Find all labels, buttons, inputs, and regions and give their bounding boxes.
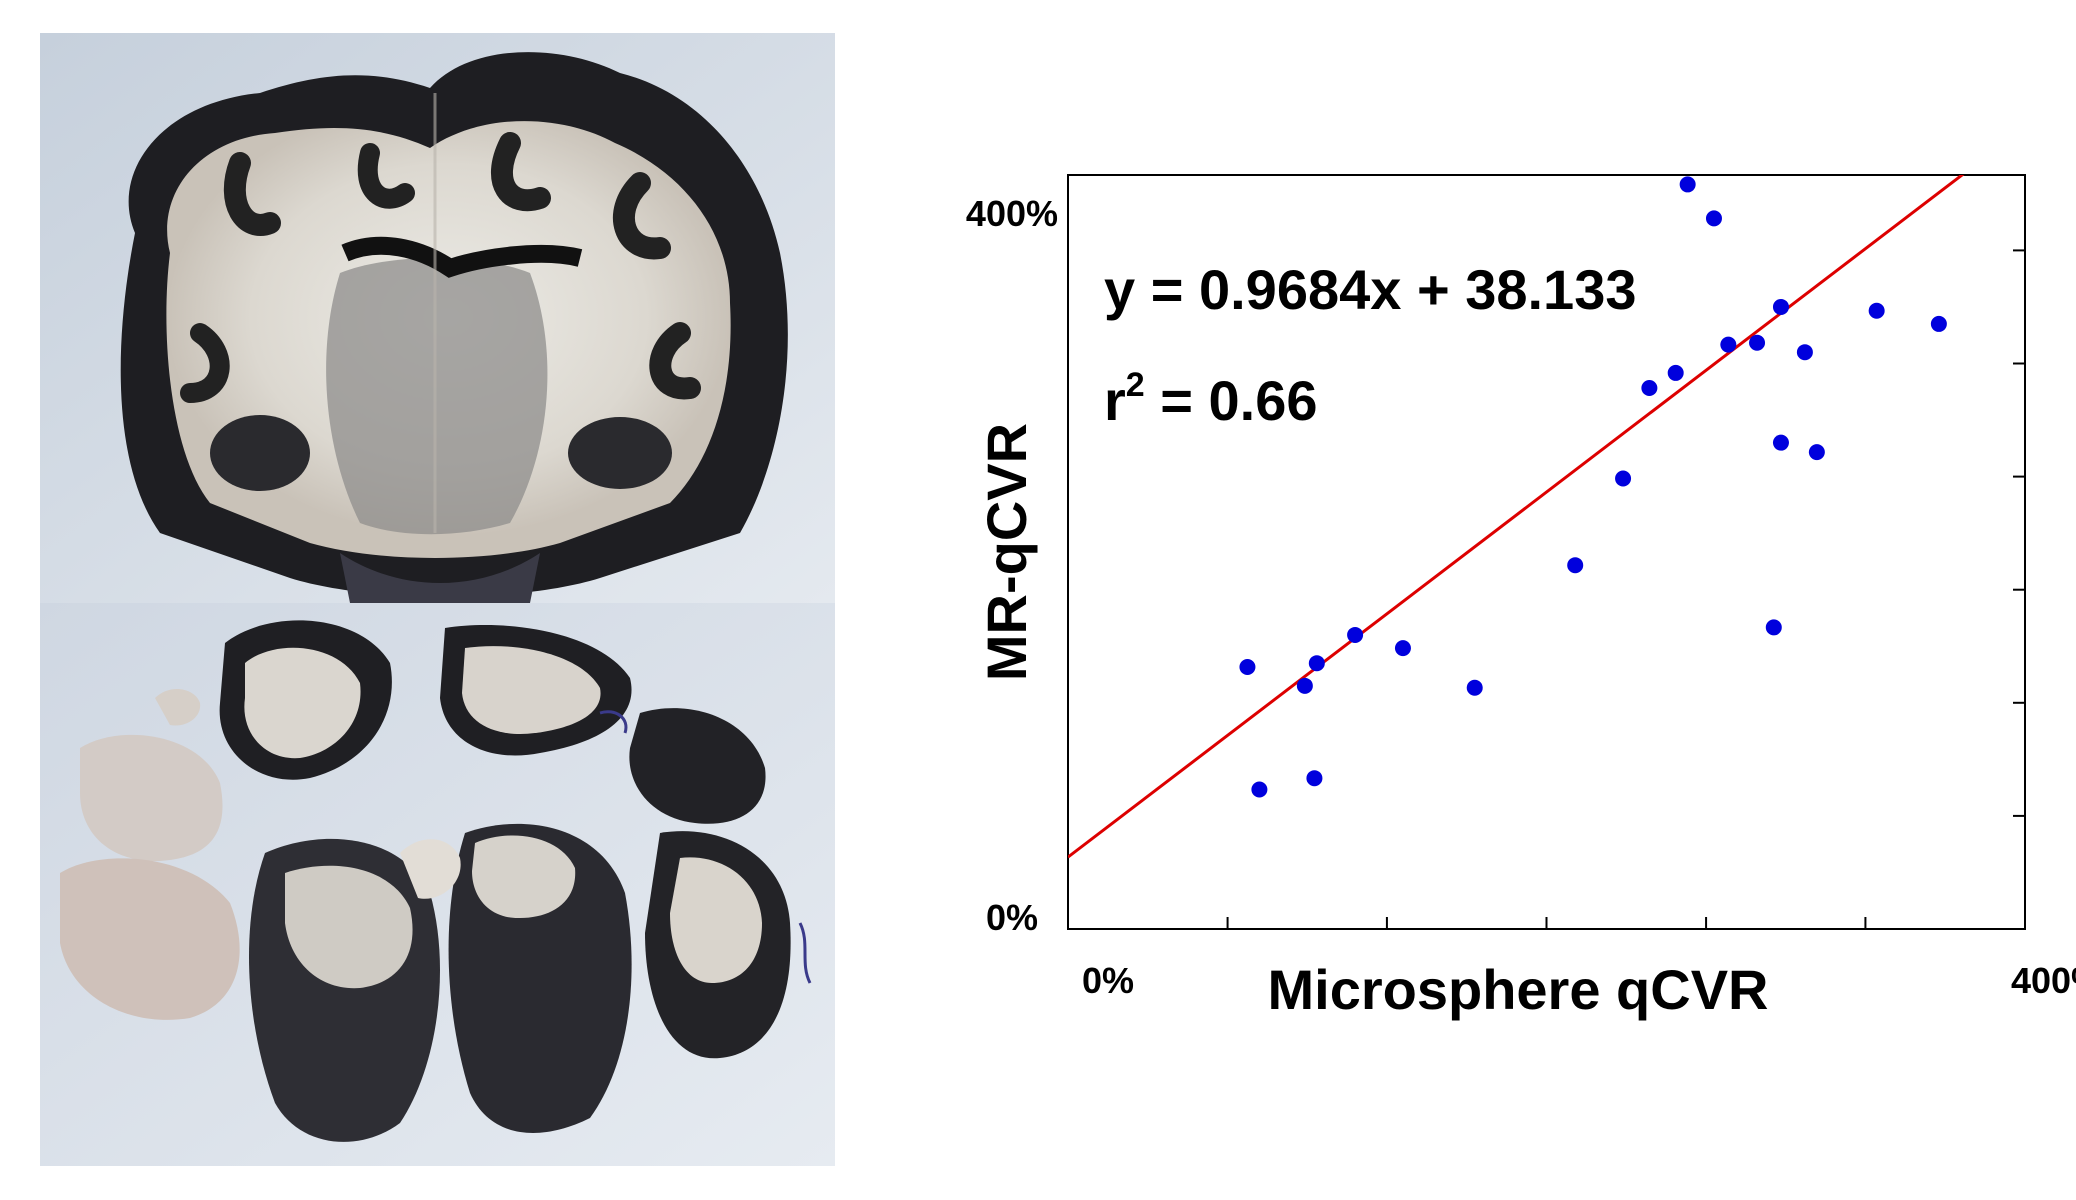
data-point-15 [1749, 334, 1766, 351]
data-point-7 [1466, 679, 1483, 696]
equation-annotation: y = 0.9684x + 38.133 [1104, 258, 1637, 321]
data-point-20 [1808, 444, 1825, 461]
data-point-4 [1306, 770, 1323, 787]
x-axis-label: Microsphere qCVR [1268, 958, 1769, 1021]
plot-frame [1067, 174, 2026, 930]
data-point-18 [1772, 298, 1789, 315]
data-point-21 [1868, 302, 1885, 319]
data-point-11 [1667, 364, 1684, 381]
coronal-brain-slice-photo [40, 33, 835, 603]
data-point-5 [1347, 626, 1364, 643]
x-tick-label-max: 400% [2011, 960, 2076, 1001]
data-point-8 [1567, 557, 1584, 574]
data-point-9 [1615, 470, 1632, 487]
regression-line [1068, 175, 1965, 859]
x-tick-label-min: 0% [1082, 960, 1134, 1001]
data-point-6 [1394, 640, 1411, 657]
data-point-22 [1930, 315, 1947, 332]
data-point-14 [1720, 336, 1737, 353]
data-point-2 [1296, 677, 1313, 694]
data-point-12 [1679, 176, 1696, 193]
r-squared-annotation: r2 = 0.66 [1104, 366, 1318, 432]
dissected-brain-pieces-photo [40, 603, 835, 1166]
data-point-17 [1772, 434, 1789, 451]
data-point-3 [1308, 655, 1325, 672]
y-tick-label-min: 0% [986, 897, 1038, 938]
data-point-16 [1765, 619, 1782, 636]
data-point-13 [1705, 210, 1722, 227]
y-axis-label: MR-qCVR [975, 423, 1038, 681]
y-tick-label-max: 400% [966, 193, 1058, 234]
data-point-1 [1251, 781, 1268, 798]
data-point-10 [1641, 380, 1658, 397]
data-point-0 [1239, 658, 1256, 675]
data-point-19 [1796, 344, 1813, 361]
